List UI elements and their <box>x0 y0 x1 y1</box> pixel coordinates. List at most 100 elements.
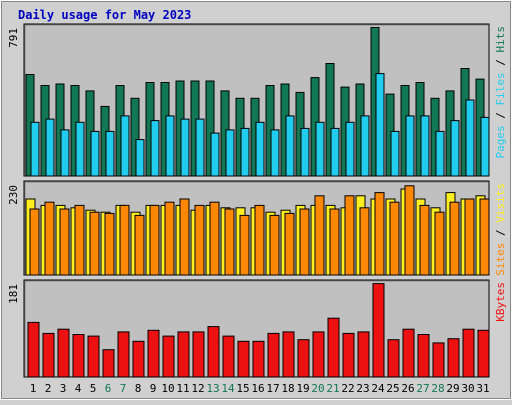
day-label-11: 11 <box>176 382 189 395</box>
bar-files-day-23 <box>360 115 370 177</box>
bar-hits-day-13 <box>205 80 215 177</box>
day-label-28: 28 <box>431 382 444 395</box>
day-label-21: 21 <box>326 382 339 395</box>
bar-sites-day-20 <box>314 195 325 276</box>
panel-sites-visits: 230 Sites / Visits <box>7 180 507 276</box>
y-axis-max-label: 181 <box>7 284 20 304</box>
bar-files-day-6 <box>105 130 115 177</box>
day-label-4: 4 <box>75 382 82 395</box>
day-label-3: 3 <box>60 382 67 395</box>
bar-files-day-17 <box>270 129 280 177</box>
bar-kbytes-day-6 <box>102 349 115 378</box>
bar-sites-day-13 <box>209 201 220 276</box>
day-label-1: 1 <box>30 382 37 395</box>
day-label-26: 26 <box>401 382 414 395</box>
bar-kbytes-day-30 <box>462 328 475 378</box>
bar-sites-day-11 <box>179 198 190 276</box>
bar-kbytes-day-1 <box>27 321 40 378</box>
day-label-5: 5 <box>90 382 97 395</box>
bar-kbytes-day-17 <box>267 332 280 378</box>
day-label-17: 17 <box>266 382 279 395</box>
bar-sites-day-5 <box>89 211 100 276</box>
bar-files-day-31 <box>480 116 490 177</box>
bar-kbytes-day-27 <box>417 334 430 378</box>
day-label-24: 24 <box>371 382 385 395</box>
bar-sites-day-17 <box>269 214 280 276</box>
legend-files: Files <box>494 72 507 105</box>
bar-hits-day-8 <box>130 97 140 177</box>
bar-sites-day-21 <box>329 208 340 276</box>
bar-sites-day-19 <box>299 208 310 276</box>
bar-files-day-25 <box>390 130 400 177</box>
bar-sites-day-14 <box>224 208 235 276</box>
day-label-29: 29 <box>446 382 459 395</box>
bar-kbytes-day-3 <box>57 328 70 378</box>
day-label-8: 8 <box>135 382 142 395</box>
day-label-25: 25 <box>386 382 399 395</box>
bar-files-day-19 <box>300 127 310 177</box>
bar-sites-day-22 <box>344 195 355 276</box>
legend-kbytes: KBytes <box>494 282 507 322</box>
legend-separator: / <box>494 223 507 243</box>
day-label-31: 31 <box>476 382 489 395</box>
bar-kbytes-day-24 <box>372 283 385 378</box>
bar-sites-day-8 <box>134 214 145 276</box>
bar-files-day-28 <box>435 130 445 177</box>
bar-kbytes-day-8 <box>132 340 145 378</box>
bar-sites-day-1 <box>29 208 40 276</box>
bar-files-day-27 <box>420 115 430 177</box>
bar-files-day-3 <box>60 129 70 177</box>
bar-sites-day-27 <box>419 204 430 276</box>
bar-kbytes-day-7 <box>117 331 130 378</box>
panel-pages-files-hits: 791 Pages / Files / Hits <box>7 23 507 177</box>
day-label-18: 18 <box>281 382 294 395</box>
bar-kbytes-day-22 <box>342 332 355 378</box>
bar-kbytes-day-14 <box>222 335 235 378</box>
bar-files-day-30 <box>465 99 475 177</box>
bar-files-day-18 <box>285 115 295 177</box>
bar-files-day-15 <box>240 127 250 177</box>
bar-kbytes-day-15 <box>237 340 250 378</box>
bar-files-day-12 <box>195 118 205 177</box>
bar-sites-day-4 <box>74 204 85 276</box>
bar-kbytes-day-2 <box>42 332 55 378</box>
bar-files-day-4 <box>75 121 85 177</box>
legend-separator: / <box>494 53 507 73</box>
bar-sites-day-2 <box>44 201 55 276</box>
day-label-22: 22 <box>341 382 354 395</box>
bar-files-day-16 <box>255 121 265 177</box>
bar-kbytes-day-29 <box>447 338 460 378</box>
bar-files-day-2 <box>45 118 55 177</box>
bar-files-day-20 <box>315 121 325 177</box>
bar-sites-day-12 <box>194 204 205 276</box>
legend-pages: Pages <box>494 125 507 158</box>
day-label-7: 7 <box>120 382 127 395</box>
day-label-23: 23 <box>356 382 369 395</box>
bar-sites-day-23 <box>359 207 370 276</box>
bar-sites-day-7 <box>119 204 130 276</box>
bar-kbytes-day-21 <box>327 317 340 378</box>
bar-kbytes-day-28 <box>432 342 445 378</box>
bar-kbytes-day-26 <box>402 328 415 378</box>
bar-files-day-1 <box>30 121 40 177</box>
bar-kbytes-day-9 <box>147 329 160 378</box>
bar-sites-day-24 <box>374 192 385 276</box>
day-label-9: 9 <box>150 382 157 395</box>
day-label-30: 30 <box>461 382 474 395</box>
bar-sites-day-26 <box>404 185 415 276</box>
bar-hits-day-21 <box>325 63 335 177</box>
bar-sites-day-30 <box>464 198 475 276</box>
bar-files-day-22 <box>345 121 355 177</box>
bar-kbytes-day-20 <box>312 331 325 378</box>
bar-files-day-29 <box>450 120 460 177</box>
day-label-27: 27 <box>416 382 429 395</box>
day-label-12: 12 <box>191 382 204 395</box>
bar-kbytes-day-23 <box>357 331 370 378</box>
bar-files-day-9 <box>150 120 160 177</box>
bar-kbytes-day-13 <box>207 326 220 378</box>
bar-files-day-7 <box>120 115 130 177</box>
bar-kbytes-day-12 <box>192 331 205 378</box>
bar-sites-day-9 <box>149 204 160 276</box>
bar-kbytes-day-4 <box>72 334 85 378</box>
